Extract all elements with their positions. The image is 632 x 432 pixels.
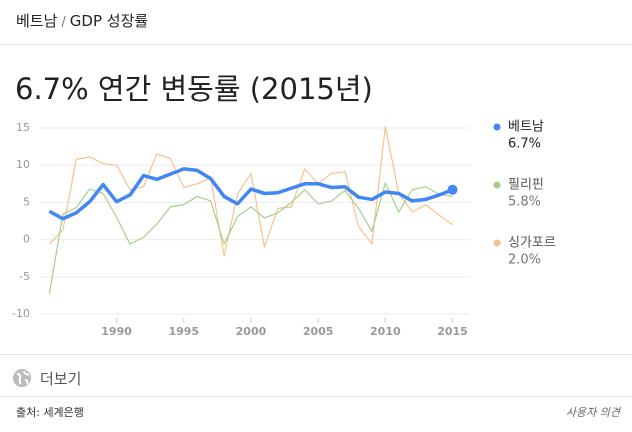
legend-name: 필리핀 xyxy=(508,178,544,193)
chart-title: 6.7% 연간 변동률 (2015년) xyxy=(15,72,373,106)
y-tick-label: -10 xyxy=(12,307,30,320)
legend-dot xyxy=(493,123,501,131)
series-line xyxy=(48,125,453,257)
x-tick-label: 1990 xyxy=(101,325,132,338)
legend-value: 5.8% xyxy=(508,195,541,210)
x-tick-label: 2015 xyxy=(437,325,468,338)
series-line xyxy=(48,182,453,295)
x-tick-label: 2000 xyxy=(236,325,267,338)
legend-value: 6.7% xyxy=(508,137,541,152)
series-line xyxy=(48,167,454,221)
divider xyxy=(0,396,632,397)
legend-value: 2.0% xyxy=(508,253,541,268)
x-tick-label: 1995 xyxy=(168,325,199,338)
feedback-link[interactable]: 사용자 의견 xyxy=(565,406,620,419)
chart: 15 10 5 0 -5 -10 1990 1995 2000 2005 2010 2015 싱가포르 2… xyxy=(12,120,556,339)
globe-icon xyxy=(13,369,31,387)
legend-dot xyxy=(493,239,501,247)
y-tick-label: 15 xyxy=(16,121,30,134)
y-tick-label: 0 xyxy=(23,233,30,246)
divider xyxy=(0,44,632,45)
divider xyxy=(0,354,632,355)
y-tick-label: -5 xyxy=(19,270,30,283)
separator: / xyxy=(61,15,66,30)
source: 출처: 세계은행 xyxy=(16,406,84,419)
y-tick-label: 10 xyxy=(16,158,30,171)
more-link[interactable]: 더보기 xyxy=(40,370,82,388)
legend-name: 싱가포르 xyxy=(508,236,556,251)
country[interactable]: 베트남 xyxy=(16,12,58,30)
breadcrumb: 베트남 / GDP 성장률 xyxy=(16,10,148,31)
x-tick-label: 2010 xyxy=(370,325,401,338)
topic: GDP 성장률 xyxy=(69,12,149,30)
legend-dot xyxy=(493,181,501,189)
legend-name: 베트남 xyxy=(508,120,544,135)
y-tick-label: 5 xyxy=(23,195,30,208)
end-point xyxy=(447,184,458,195)
x-tick-label: 2005 xyxy=(303,325,334,338)
